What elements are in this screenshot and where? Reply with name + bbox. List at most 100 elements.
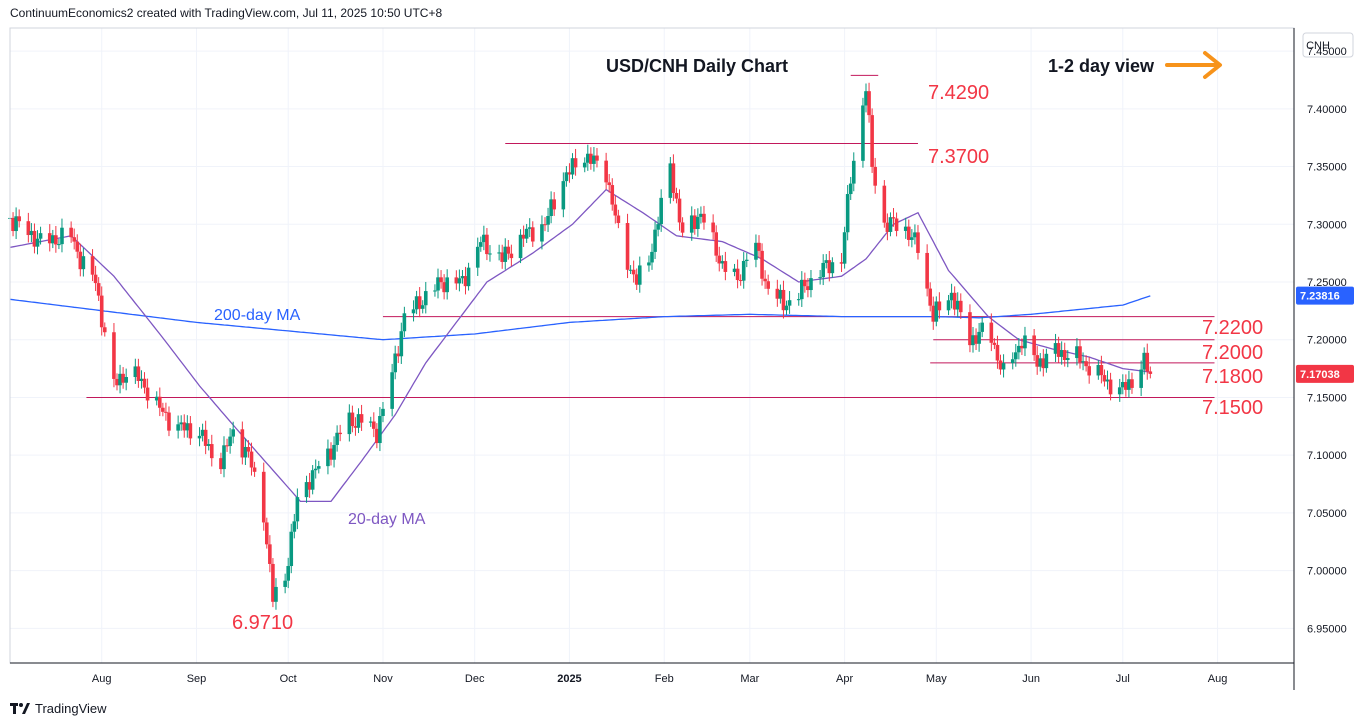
candle-up	[295, 497, 300, 522]
ma200-annotation: 200-day MA	[214, 307, 301, 324]
candle-up	[949, 292, 954, 301]
candle-down	[96, 283, 101, 296]
candle-up	[1075, 346, 1079, 359]
candle-up	[830, 262, 835, 274]
level-lines	[86, 74, 1215, 398]
candle-down	[359, 414, 364, 423]
candle-down	[240, 429, 245, 458]
candle-down	[607, 182, 611, 186]
candle-down	[252, 467, 257, 472]
candle-down	[711, 222, 715, 233]
candle-down	[671, 163, 676, 193]
candle-down	[916, 232, 920, 253]
candle-down	[873, 166, 877, 186]
candle-down	[998, 360, 1003, 370]
candle-up	[653, 229, 657, 252]
y-tick-label: 7.20000	[1307, 335, 1347, 347]
candle-down	[757, 242, 761, 251]
candle-up	[971, 335, 975, 346]
candle-down	[209, 444, 214, 459]
candle-down	[610, 185, 615, 205]
candle-up	[497, 252, 501, 254]
candle-down	[723, 261, 728, 272]
candle-up	[754, 242, 758, 260]
candle-down	[717, 255, 722, 264]
candle-down	[442, 282, 446, 293]
candle-down	[307, 482, 312, 490]
candle-up	[222, 445, 226, 470]
y-tick-label: 7.30000	[1307, 219, 1347, 231]
candle-up	[1127, 379, 1131, 390]
candle-up	[60, 227, 64, 245]
candle-down	[329, 448, 333, 460]
tradingview-brand[interactable]: TradingView	[10, 701, 107, 716]
candle-down	[738, 280, 743, 282]
candle-down	[99, 295, 104, 328]
candle-down	[613, 204, 618, 216]
candle-up	[910, 237, 914, 240]
candle-up	[647, 262, 651, 266]
candle-up	[326, 448, 330, 467]
candle-down	[112, 332, 116, 379]
level-label: 7.3700	[928, 146, 989, 168]
candle-up	[316, 466, 321, 469]
candle-down	[158, 396, 162, 408]
candle-up	[283, 580, 287, 587]
y-tick-label: 6.95000	[1307, 623, 1347, 635]
candle-down	[1145, 352, 1150, 372]
candle-up	[744, 259, 749, 261]
candle-down	[589, 153, 593, 164]
candle-down	[766, 281, 770, 289]
candle-up	[14, 216, 18, 232]
candle-up	[524, 228, 529, 239]
candle-up	[503, 246, 508, 262]
candles	[8, 82, 1153, 610]
candle-up	[586, 153, 590, 163]
candle-up	[1001, 363, 1006, 370]
candle-down	[1084, 361, 1088, 367]
candle-up	[185, 423, 190, 431]
candle-up	[475, 246, 480, 268]
level-label: 7.1500	[1202, 397, 1263, 419]
candle-down	[702, 213, 706, 223]
candle-down	[839, 262, 844, 264]
candle-up	[656, 224, 660, 230]
candle-up	[1065, 358, 1070, 361]
candle-up	[433, 290, 437, 292]
candle-up	[368, 421, 373, 423]
candle-up	[842, 232, 847, 264]
candle-up	[809, 278, 813, 291]
chart-attribution: ContinuumEconomics2 created with Trading…	[10, 6, 443, 20]
candle-down	[136, 366, 141, 381]
candle-up	[934, 301, 939, 322]
candle-down	[142, 378, 147, 388]
candle-up	[228, 436, 232, 447]
candle-up	[124, 377, 128, 383]
candle-up	[381, 408, 385, 416]
candle-down	[885, 222, 890, 232]
candle-down	[891, 217, 896, 219]
y-tick-label: 7.45000	[1307, 46, 1347, 58]
candle-up	[582, 162, 587, 168]
candle-down	[350, 412, 355, 427]
candle-up	[848, 183, 853, 195]
candle-down	[992, 342, 997, 345]
candle-down	[47, 233, 52, 244]
candle-up	[546, 216, 550, 225]
candle-down	[760, 250, 764, 279]
candle-up	[720, 261, 725, 264]
candle-down	[968, 312, 972, 346]
candle-up	[420, 305, 425, 309]
candle-down	[1056, 343, 1061, 357]
level-label: 7.2000	[1202, 342, 1263, 364]
ma200-price-badge: 7.23816	[1300, 291, 1340, 303]
candle-down	[1020, 345, 1024, 349]
candle-up	[787, 300, 792, 306]
candle-down	[249, 451, 254, 468]
candle-up	[1010, 359, 1015, 364]
candle-up	[313, 468, 318, 471]
candle-down	[1130, 379, 1134, 388]
candle-up	[176, 424, 180, 431]
